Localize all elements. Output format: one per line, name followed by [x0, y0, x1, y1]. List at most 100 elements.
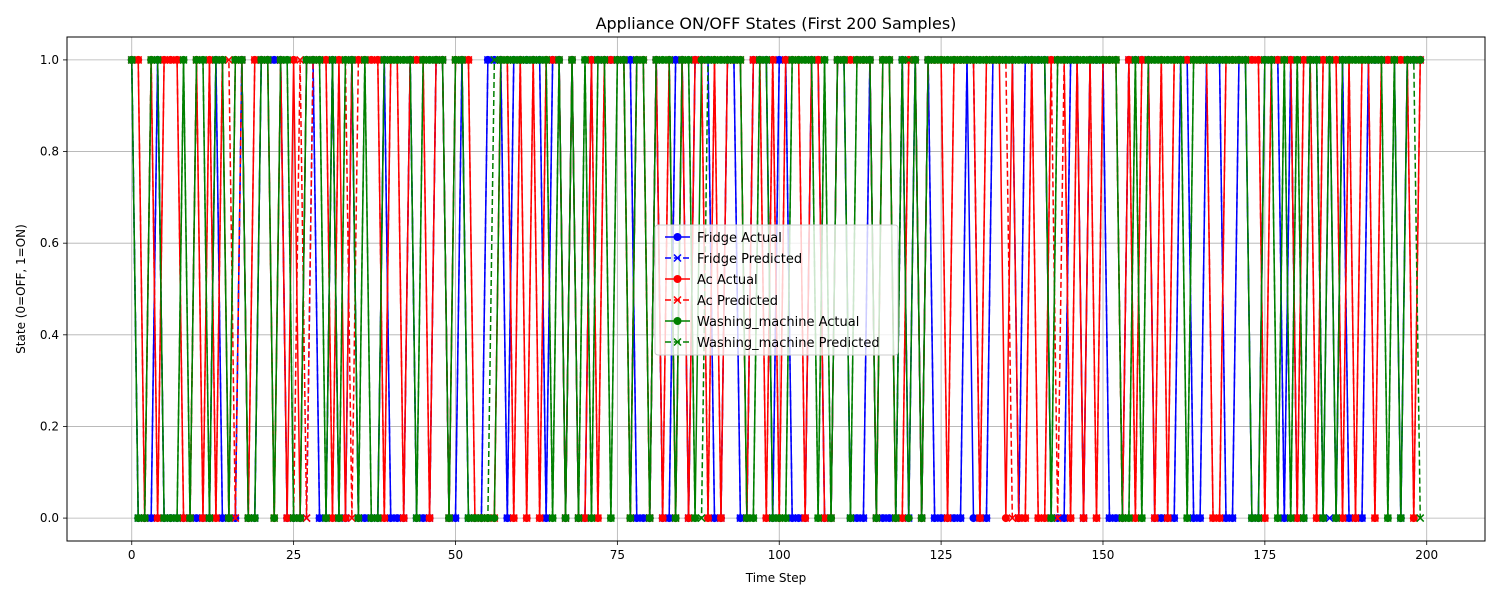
data-point — [917, 514, 926, 523]
data-point — [341, 514, 350, 523]
data-point — [1286, 55, 1295, 64]
data-point — [542, 55, 551, 64]
data-point — [425, 514, 434, 523]
data-point — [684, 514, 693, 523]
data-point — [580, 55, 590, 64]
x-tick-label: 175 — [1253, 548, 1276, 562]
data-point — [1196, 55, 1205, 64]
data-point — [1144, 55, 1153, 64]
data-point — [600, 55, 609, 64]
data-point — [878, 55, 887, 64]
data-point — [438, 55, 447, 64]
data-point — [878, 514, 887, 523]
data-point — [1319, 55, 1328, 64]
data-point — [632, 514, 641, 523]
data-point — [542, 514, 551, 523]
data-point — [1034, 55, 1043, 64]
data-point — [755, 55, 764, 64]
data-point — [788, 55, 797, 64]
data-point — [1254, 55, 1263, 64]
x-tick-label: 125 — [930, 548, 953, 562]
data-point — [134, 55, 143, 64]
data-point — [1111, 55, 1120, 64]
data-point — [276, 55, 285, 64]
data-point — [1344, 55, 1354, 64]
data-point — [270, 55, 279, 64]
y-axis-label: State (0=OFF, 1=ON) — [14, 224, 28, 354]
data-point — [710, 55, 719, 64]
data-point — [671, 514, 680, 523]
data-point — [393, 514, 402, 523]
x-axis-label: Time Step — [745, 571, 807, 585]
data-point — [224, 55, 233, 64]
data-point — [716, 514, 725, 523]
data-point — [885, 55, 894, 64]
data-point — [1215, 514, 1224, 523]
data-point — [898, 514, 907, 523]
x-tick-label: 100 — [768, 548, 791, 562]
data-point — [788, 514, 797, 523]
data-point — [1079, 514, 1088, 523]
data-point — [535, 514, 544, 523]
data-point — [574, 514, 583, 523]
data-point — [1021, 514, 1030, 523]
data-point — [943, 514, 952, 523]
data-point — [852, 514, 861, 523]
data-point — [1157, 55, 1166, 64]
data-point — [1066, 514, 1075, 523]
data-point — [464, 514, 473, 523]
data-point — [639, 514, 648, 523]
data-point — [380, 514, 389, 523]
data-point — [341, 55, 350, 64]
legend-marker — [673, 317, 682, 325]
data-point — [509, 55, 518, 64]
data-point — [1176, 55, 1185, 64]
data-point — [244, 514, 253, 523]
data-point — [1150, 514, 1159, 523]
data-point — [716, 55, 725, 64]
data-point — [1286, 514, 1295, 523]
data-point — [211, 55, 220, 64]
data-point — [483, 55, 492, 64]
data-point — [386, 514, 395, 523]
data-point — [1357, 514, 1367, 523]
data-point — [1189, 55, 1198, 64]
y-tick-label: 0.4 — [40, 328, 59, 342]
data-point — [1396, 514, 1405, 523]
data-point — [703, 514, 713, 523]
data-point — [1092, 514, 1101, 523]
data-point — [270, 514, 279, 523]
data-point — [296, 514, 305, 523]
data-point — [1014, 514, 1023, 523]
data-point — [1370, 55, 1379, 64]
data-point — [1306, 55, 1315, 64]
data-point — [1221, 55, 1231, 64]
data-point — [231, 514, 240, 523]
data-point — [535, 55, 544, 64]
data-point — [775, 55, 784, 64]
data-point — [315, 514, 324, 523]
data-point — [1189, 514, 1198, 523]
y-tick-label: 0.6 — [40, 236, 59, 250]
data-point — [140, 514, 149, 523]
data-point — [134, 514, 143, 523]
data-point — [419, 514, 428, 523]
data-point — [962, 55, 972, 64]
data-point — [334, 55, 343, 64]
x-tick-label: 200 — [1415, 548, 1438, 562]
data-point — [179, 514, 188, 523]
data-point — [503, 55, 512, 64]
data-point — [1047, 514, 1056, 523]
data-point — [393, 55, 402, 64]
data-point — [185, 514, 195, 523]
data-point — [1273, 55, 1282, 64]
data-point — [1390, 55, 1399, 64]
data-point — [1403, 55, 1412, 64]
data-point — [891, 514, 900, 523]
legend-item: Ac Predicted — [665, 294, 778, 309]
data-point — [982, 514, 991, 523]
data-point — [1293, 55, 1302, 64]
data-point — [1202, 55, 1211, 64]
data-point — [736, 55, 745, 64]
